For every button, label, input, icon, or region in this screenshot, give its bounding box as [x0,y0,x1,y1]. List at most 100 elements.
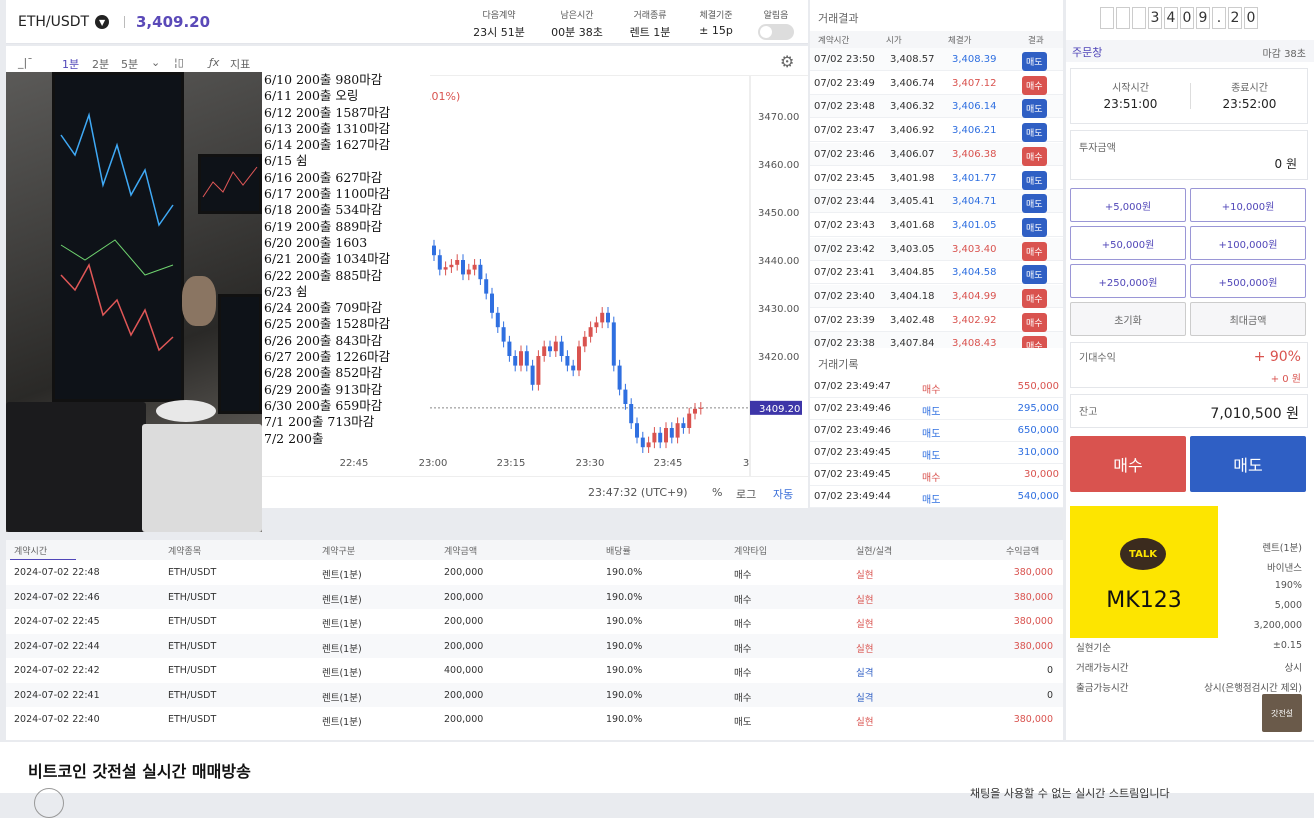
log-toggle[interactable]: 로그 [736,488,757,501]
info-value: 바이낸스 [1267,563,1302,574]
contract-cell: 실현 [856,619,874,630]
end-label: 종료시간 [1231,83,1268,94]
candle-body [553,341,558,352]
ticker-digit: 4 [1164,7,1178,29]
result-row: 07/02 23:50 3,408.57 3,408.39 매도 [810,48,1063,71]
contract-row: 2024-07-02 22:42 ETH/USDT 렌트(1분) 400,000 190… [6,658,1063,682]
info-row: 실현기순 ±0.15 [1074,638,1302,656]
result-time: 07/02 23:42 [814,243,875,255]
order-title: 주문창 [1072,46,1103,59]
contract-cell: 380,000 [1013,714,1053,725]
info-value: 렌트(1분) [1262,543,1302,554]
history-time: 07/02 23:49:45 [814,469,891,480]
chart-type-icon[interactable]: _|¯ [18,56,33,69]
candlestick-chart[interactable]: 3470.00 3460.00 3450.00 3440.00 3430.00 3420.… [6,76,808,476]
contract-cell: 매수 [734,619,752,630]
result-time: 07/02 23:49 [814,77,875,89]
chevron-down-icon[interactable]: ⌄ [151,56,161,69]
note-line: 6/27 200출 1226마감 [264,349,391,365]
add-50000-button[interactable]: +50,000원 [1070,226,1186,260]
buy-button[interactable]: 매수 [1070,436,1186,492]
candle-body [693,408,697,414]
candle-body [588,327,593,337]
history-time: 07/02 23:49:46 [814,425,891,436]
price-tag-label: 3409.20 [759,404,800,415]
contracts-col[interactable]: 계약시간 [14,547,48,557]
stream-title: 비트코인 갓전설 실시간 매매방송 [28,762,251,781]
candle-body [513,356,518,366]
contract-row: 2024-07-02 22:48 ETH/USDT 렌트(1분) 200,000 190… [6,560,1063,584]
note-line: 7/1 200출 713마감 [264,414,375,430]
add-100000-button[interactable]: +100,000원 [1190,226,1306,260]
percent-toggle[interactable]: % [712,486,723,499]
balance-box: 잔고 7,010,500 원 [1070,394,1308,428]
note-line: 6/17 200출 1100마감 [264,186,391,202]
white-keyboard-image [142,424,262,532]
result-time: 07/02 23:47 [814,125,875,137]
contract-cell: 2024-07-02 22:40 [14,714,100,725]
note-line: 6/23 쉼 [264,283,308,299]
add-5000-button[interactable]: +5,000원 [1070,188,1186,222]
next-contract-label: 다음계약 [482,11,516,21]
settings-gear-icon[interactable]: ⚙ [780,52,795,71]
contracts-col[interactable]: 계약종목 [168,547,202,557]
candle-body [449,264,454,268]
contract-cell: 200,000 [444,616,484,627]
contract-cell: 렌트(1분) [322,717,362,728]
interval-5m[interactable]: 5분 [121,58,139,71]
info-label: 출금가능시간 [1076,683,1129,694]
history-row: 07/02 23:49:45 매도 310,000 [810,442,1063,464]
result-time: 07/02 23:48 [814,101,875,113]
chat-disabled-note: 채팅을 사용할 수 없는 실시간 스트림입니다 [970,787,1170,800]
alert-toggle[interactable] [758,24,794,40]
contract-cell: 매수 [734,594,752,606]
result-time: 07/02 23:41 [814,267,875,279]
result-row: 07/02 23:43 3,401.68 3,401.05 매도 [810,213,1063,237]
kakaotalk-banner[interactable]: TALK MK123 [1070,506,1218,638]
contracts-col[interactable]: 계약구분 [322,547,356,557]
fx-icon[interactable]: ƒx [209,56,220,69]
contracts-col[interactable]: 계약타입 [734,547,768,557]
result-badge: 매도 [1022,52,1047,71]
invest-box[interactable]: 투자금액 0 원 [1070,130,1308,180]
info-value: 상시 [1284,663,1302,674]
indicator-button[interactable]: 지표 [230,58,251,71]
reset-button[interactable]: 초기화 [1070,302,1186,336]
candle-icon[interactable]: ¦▯ [174,56,184,69]
result-time: 07/02 23:44 [814,196,875,208]
interval-1m[interactable]: 1분 [62,58,80,71]
result-row: 07/02 23:41 3,404.85 3,404.58 매도 [810,261,1063,285]
max-amount-button[interactable]: 최대금액 [1190,302,1306,336]
add-500000-button[interactable]: +500,000원 [1190,264,1306,298]
info-row: 190% [1074,578,1302,596]
contract-cell: 실현 [856,570,874,581]
pair-selector[interactable]: ETH/USDT ▼ [18,14,110,30]
result-badge: 매수 [1022,241,1047,261]
add-10000-button[interactable]: +10,000원 [1190,188,1306,222]
result-open: 3,405.41 [890,196,935,208]
info-row: 출금가능시간 상시(은행점검시간 제외) [1074,678,1302,696]
auto-toggle[interactable]: 자동 [773,488,794,501]
contract-cell: 실격 [856,692,874,704]
sell-button[interactable]: 매도 [1190,436,1306,492]
contracts-col[interactable]: 배당률 [606,547,631,557]
trade-results-panel: 거래결과 계약시간 시가 체결가 결과 07/02 23:50 3,408.57 3… [810,0,1063,356]
contracts-col[interactable]: 실현/실격 [856,547,893,557]
add-250000-button[interactable]: +250,000원 [1070,264,1186,298]
note-line: 6/14 200출 1627마감 [264,137,391,153]
candle-body [594,322,599,328]
result-time: 07/02 23:50 [814,54,875,65]
result-open: 3,408.57 [890,54,935,65]
divider [1190,83,1191,109]
candle-body [675,423,680,438]
contracts-col[interactable]: 수익금액 [1006,547,1040,557]
contract-cell: 매수 [734,570,752,581]
contract-cell: 190.0% [606,591,643,603]
channel-logo: 갓전설 [1262,694,1302,732]
result-time: 07/02 23:46 [814,148,875,160]
candle-body [443,267,448,270]
contract-cell: 매도 [734,717,752,728]
interval-2m[interactable]: 2분 [92,58,110,71]
contracts-col[interactable]: 계약금액 [444,547,478,557]
